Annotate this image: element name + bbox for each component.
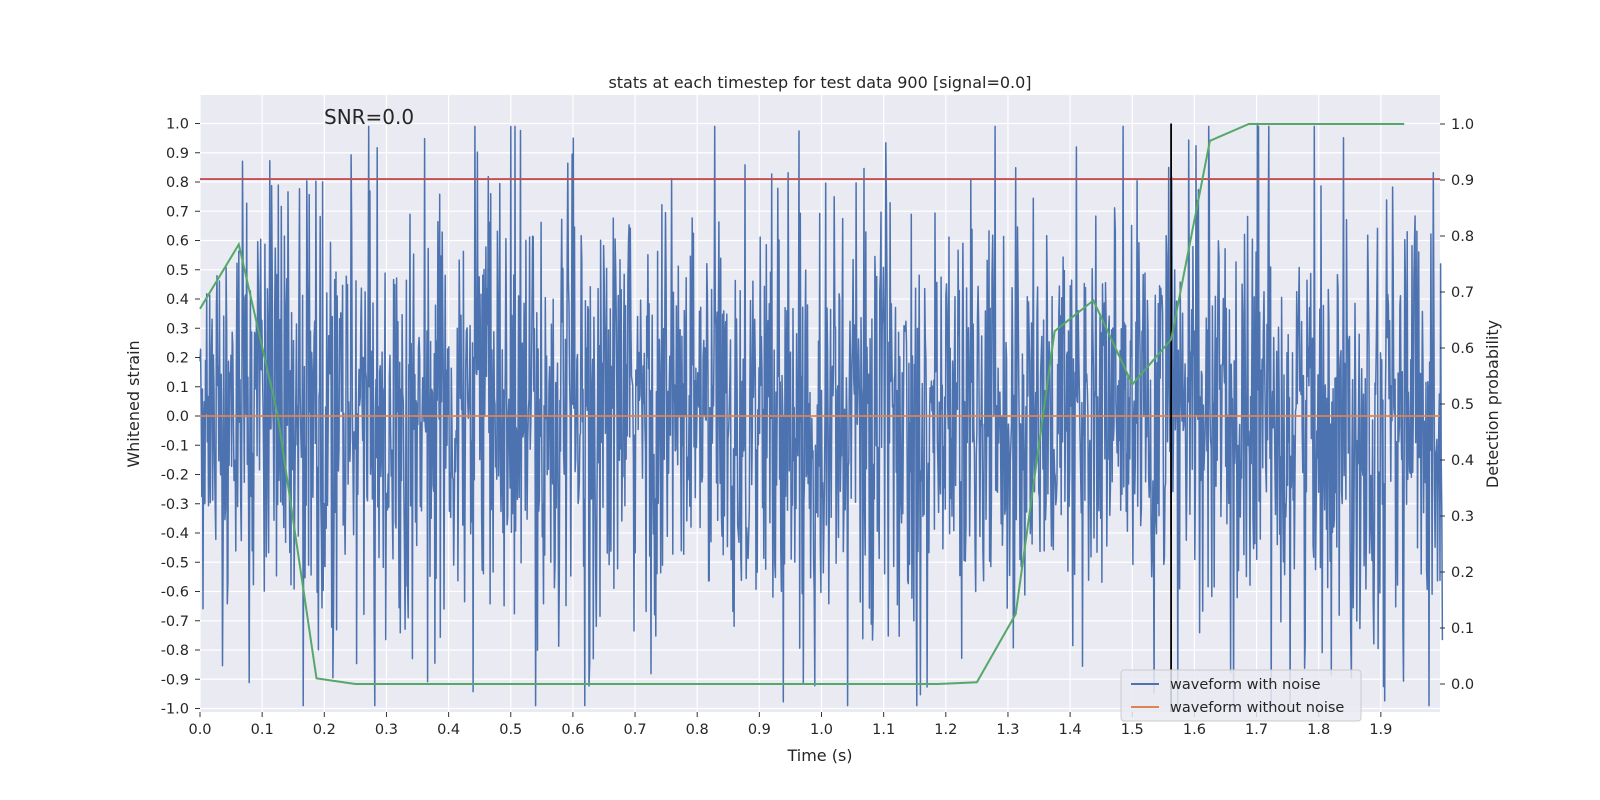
y-tick-label: 0.7 [166, 204, 189, 220]
y-tick-label: -0.7 [161, 614, 189, 630]
x-tick-label: 0.4 [437, 722, 460, 738]
right-tick-label: 0.1 [1451, 621, 1474, 637]
legend-box [1120, 669, 1362, 722]
y-tick-label: -0.4 [161, 526, 189, 542]
y-tick-label: 0.6 [166, 234, 189, 250]
x-tick-label: 1.1 [872, 722, 895, 738]
legend: waveform with noise waveform without noi… [1120, 669, 1362, 722]
right-tick-label: 0.5 [1451, 397, 1474, 413]
right-tick-label: 0.2 [1451, 565, 1474, 581]
x-tick-label: 0.0 [188, 722, 211, 738]
y-tick-label: 0.0 [166, 409, 189, 425]
right-tick-label: 1.0 [1451, 117, 1474, 133]
x-tick-label: 1.2 [934, 722, 957, 738]
y-axis-label: Whitened strain [124, 340, 143, 467]
right-tick-label: 0.3 [1451, 509, 1474, 525]
x-tick-label: 0.8 [686, 722, 709, 738]
y-tick-label: -0.2 [161, 468, 189, 484]
right-tick-label: 0.0 [1451, 677, 1474, 693]
y-tick-label: -0.1 [161, 438, 189, 454]
y-tick-label: 0.8 [166, 175, 189, 191]
y-tick-label: 0.9 [166, 146, 189, 162]
y-tick-label: 0.2 [166, 351, 189, 367]
right-tick-label: 0.6 [1451, 341, 1474, 357]
x-tick-label: 0.6 [561, 722, 584, 738]
x-tick-label: 0.2 [313, 722, 336, 738]
y-tick-label: -0.6 [161, 585, 189, 601]
right-axis-label: Detection probability [1483, 320, 1502, 488]
detection-probability-line [199, 123, 1405, 685]
noise-waveform-series [199, 122, 1444, 710]
x-axis-label: Time (s) [786, 746, 852, 765]
x-tick-label: 1.5 [1121, 722, 1144, 738]
x-tick-label: 1.8 [1307, 722, 1330, 738]
y-tick-label: 0.4 [166, 292, 189, 308]
y-tick-label: 0.1 [166, 380, 189, 396]
overlays [199, 123, 1440, 712]
x-tick-label: 0.1 [251, 722, 274, 738]
y-tick-label: -0.3 [161, 497, 189, 513]
noise-waveform-line [199, 122, 1444, 710]
y-tick-label: 0.3 [166, 321, 189, 337]
x-tick-label: 0.5 [499, 722, 522, 738]
y-tick-label: 1.0 [166, 117, 189, 133]
x-tick-label: 0.7 [624, 722, 647, 738]
y-tick-label: -0.5 [161, 555, 189, 571]
chart-title: stats at each timestep for test data 900… [608, 73, 1031, 92]
legend-label-noise: waveform with noise [1170, 677, 1321, 693]
x-tick-label: 1.4 [1059, 722, 1082, 738]
y-axis-ticks: 1.0 0.9 0.8 0.7 0.6 0.5 0.4 0.3 0.2 0.1 0.0 -0.1 -0.… [161, 117, 200, 718]
x-tick-label: 1.3 [996, 722, 1019, 738]
y-tick-label: -0.9 [161, 672, 189, 688]
legend-label-clean: waveform without noise [1170, 700, 1344, 716]
y-tick-label: -0.8 [161, 643, 189, 659]
x-tick-label: 1.9 [1369, 722, 1392, 738]
x-axis-ticks: 0.0 0.1 0.2 0.3 0.4 0.5 0.6 0.7 0.8 0.9 1.0 1.1 1.2 1… [188, 712, 1392, 738]
x-tick-label: 0.9 [748, 722, 771, 738]
x-tick-label: 1.6 [1183, 722, 1206, 738]
right-tick-label: 0.9 [1451, 173, 1474, 189]
right-tick-label: 0.8 [1451, 229, 1474, 245]
right-tick-label: 0.7 [1451, 285, 1474, 301]
x-tick-label: 0.3 [375, 722, 398, 738]
x-tick-label: 1.0 [810, 722, 833, 738]
y-tick-label: 0.5 [166, 263, 189, 279]
y-tick-label: -1.0 [161, 702, 189, 718]
right-tick-label: 0.4 [1451, 453, 1474, 469]
x-tick-label: 1.7 [1245, 722, 1268, 738]
snr-annotation: SNR=0.0 [324, 105, 414, 129]
right-axis-ticks: 1.0 0.9 0.8 0.7 0.6 0.5 0.4 0.3 0.2 0.1 0.0 [1440, 117, 1474, 693]
